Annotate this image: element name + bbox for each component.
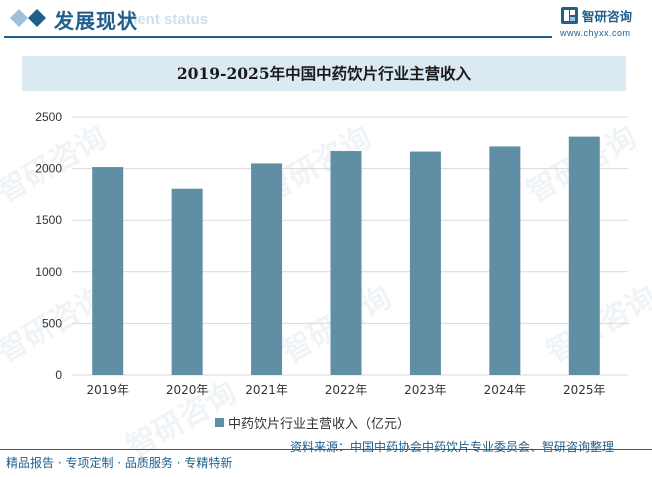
x-tick-label: 2025年: [563, 383, 606, 397]
y-tick-label: 2500: [35, 110, 62, 124]
x-tick-label: 2019年: [86, 383, 129, 397]
brand-logo-icon: [561, 7, 578, 24]
chart-legend: 中药饮片行业主营收入（亿元）: [215, 414, 411, 432]
header-divider: [4, 36, 552, 38]
bar: [409, 151, 441, 375]
brand-name: 智研咨询: [582, 9, 633, 24]
header: ment status 发展现状 智研咨询 www.chyxx.com: [0, 0, 652, 42]
bar: [489, 146, 521, 375]
brand-url: www.chyxx.com: [560, 28, 631, 38]
chart-title: 2019-2025年中国中药饮片行业主营收入: [176, 64, 472, 83]
x-tick-label: 2024年: [484, 383, 527, 397]
x-tick-label: 2021年: [245, 383, 288, 397]
bar: [92, 167, 124, 375]
header-subtitle: ment status: [124, 11, 209, 28]
x-tick-label: 2020年: [166, 383, 209, 397]
y-tick-label: 1500: [35, 213, 62, 227]
bar: [568, 136, 600, 375]
data-source: 资料来源：中国中药协会中药饮片专业委员会、智研咨询整理: [290, 440, 615, 454]
footer-divider: [0, 449, 652, 450]
y-tick-label: 2000: [35, 162, 62, 176]
y-tick-label: 500: [42, 316, 62, 330]
x-tick-label: 2023年: [404, 383, 447, 397]
y-tick-label: 0: [55, 368, 62, 382]
footer-tagline: 精品报告 · 专项定制 · 品质服务 · 专精特新: [6, 456, 233, 470]
legend-label: 中药饮片行业主营收入（亿元）: [228, 416, 411, 432]
double-diamond-icon: [10, 9, 46, 27]
y-tick-label: 1000: [35, 265, 62, 279]
chart-title-band: 2019-2025年中国中药饮片行业主营收入: [22, 56, 626, 91]
page-title: 发展现状: [54, 9, 138, 33]
bar: [251, 163, 283, 375]
bar-chart: 0 500 1000 1500 2000 2500 2019年 2020年 2021年 2022年…: [35, 110, 628, 397]
x-tick-label: 2022年: [325, 383, 368, 397]
bar: [171, 188, 203, 375]
bar: [330, 151, 362, 375]
legend-swatch: [215, 417, 224, 427]
